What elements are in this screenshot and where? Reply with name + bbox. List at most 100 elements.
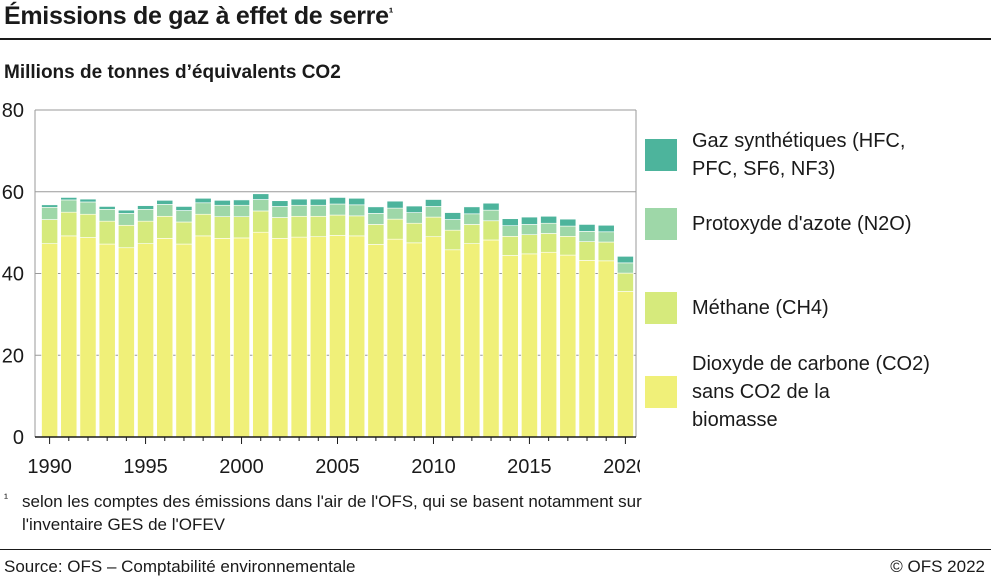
bar-co2-2011 (444, 249, 462, 438)
bar-methane-2018 (578, 241, 596, 261)
bar-n2o-2018 (578, 231, 596, 242)
bar-methane-2011 (444, 229, 462, 251)
bar-synth-2002 (271, 200, 289, 207)
bar-synth-2006 (348, 197, 366, 206)
bar-synth-2017 (559, 218, 577, 227)
footnote-mark: ¹ (4, 491, 8, 505)
y-tick-label-40: 40 (2, 264, 24, 286)
bar-co2-1992 (79, 237, 97, 438)
bar-n2o-2005 (329, 203, 346, 216)
bar-synth-1994 (118, 209, 135, 214)
bar-methane-1999 (213, 216, 231, 239)
legend-label-line: Dioxyde de carbone (CO2) (692, 353, 930, 375)
bar-n2o-2000 (233, 204, 250, 217)
bar-synth-2013 (482, 202, 500, 211)
bar-synth-1991 (60, 197, 78, 201)
bar-co2-2018 (578, 260, 596, 438)
bar-synth-1996 (156, 200, 174, 205)
bar-synth-1990 (41, 204, 58, 208)
bar-methane-2016 (540, 233, 557, 253)
bar-synth-1992 (79, 198, 97, 203)
x-tick-label-1990: 1990 (27, 456, 72, 478)
legend-label-line: PFC, SF6, NF3) (692, 158, 836, 180)
bar-synth-2003 (290, 198, 308, 206)
bar-co2-2005 (329, 235, 346, 438)
bar-methane-1992 (79, 213, 97, 238)
y-tick-label-60: 60 (2, 182, 24, 204)
bar-n2o-2012 (463, 213, 481, 225)
bar-synth-2019 (597, 224, 615, 233)
legend-label-line: Protoxyde d'azote (N2O) (692, 213, 912, 235)
bar-methane-2012 (463, 224, 481, 244)
bar-synth-2014 (501, 218, 519, 226)
title-footnote-mark: ¹ (388, 4, 394, 20)
bar-co2-1995 (137, 243, 154, 438)
bar-methane-2014 (501, 236, 519, 256)
bar-synth-2010 (425, 199, 442, 207)
bar-synth-2016 (540, 215, 557, 224)
bar-synth-1997 (175, 206, 193, 211)
bar-synth-1993 (98, 206, 116, 210)
bar-methane-1996 (156, 215, 174, 239)
bar-co2-1997 (175, 243, 193, 438)
bar-synth-2015 (521, 216, 538, 225)
bar-n2o-1998 (194, 202, 212, 215)
bar-n2o-2019 (597, 231, 615, 243)
bar-n2o-2008 (386, 207, 404, 220)
bar-methane-1990 (41, 219, 58, 244)
bar-co2-1998 (194, 235, 212, 438)
copyright-text: © OFS 2022 (890, 557, 985, 576)
bar-co2-2001 (252, 231, 270, 438)
bar-co2-2006 (348, 235, 366, 438)
legend-swatch-methane (645, 292, 677, 324)
bar-n2o-2015 (521, 224, 538, 235)
bar-synth-1998 (194, 197, 212, 204)
bar-methane-2010 (425, 216, 442, 238)
bar-synth-2009 (405, 205, 423, 213)
bar-co2-1993 (98, 243, 116, 438)
bar-methane-2005 (329, 214, 346, 236)
bar-n2o-1991 (60, 199, 78, 213)
bar-co2-2020 (617, 291, 634, 438)
bar-n2o-2016 (540, 222, 557, 234)
bar-co2-2000 (233, 237, 250, 438)
bar-synth-2020 (617, 256, 634, 264)
bar-synth-1999 (213, 200, 231, 206)
legend-label-n2o: Protoxyde d'azote (N2O) (692, 210, 991, 238)
bar-methane-1995 (137, 220, 154, 244)
legend-label-synth: Gaz synthétiques (HFC, PFC, SF6, NF3) (692, 127, 991, 183)
bar-methane-2013 (482, 220, 500, 241)
bar-methane-2008 (386, 218, 404, 240)
bar-methane-2002 (271, 217, 289, 239)
bar-co2-2015 (521, 253, 538, 438)
bar-n2o-2010 (425, 206, 442, 218)
bar-co2-2019 (597, 260, 615, 438)
bar-methane-2004 (309, 215, 327, 238)
bar-co2-2017 (559, 254, 577, 438)
y-tick-label-80: 80 (2, 100, 24, 122)
bar-methane-2009 (405, 222, 423, 244)
y-tick-label-20: 20 (2, 345, 24, 367)
bar-n2o-1999 (213, 204, 231, 217)
bar-methane-1991 (60, 211, 78, 237)
bar-co2-1990 (41, 243, 58, 438)
bar-methane-1997 (175, 221, 193, 245)
bar-methane-2020 (617, 272, 634, 292)
bar-methane-2003 (290, 215, 308, 238)
title-rule (0, 38, 991, 40)
bar-co2-1999 (213, 238, 231, 438)
legend-label-line: biomasse (692, 409, 778, 431)
legend-label-co2: Dioxyde de carbone (CO2) sans CO2 de la bi… (692, 350, 991, 434)
legend-swatch-synth (645, 139, 677, 171)
bar-co2-2003 (290, 236, 308, 438)
bar-n2o-2013 (482, 209, 500, 222)
x-tick-label-2010: 2010 (411, 456, 456, 478)
x-tick-label-2005: 2005 (315, 456, 360, 478)
bar-co2-1996 (156, 238, 174, 438)
bar-co2-2002 (271, 238, 289, 438)
bar-synth-1995 (137, 205, 154, 210)
bar-co2-2016 (540, 251, 557, 438)
bar-n2o-2003 (290, 204, 308, 217)
